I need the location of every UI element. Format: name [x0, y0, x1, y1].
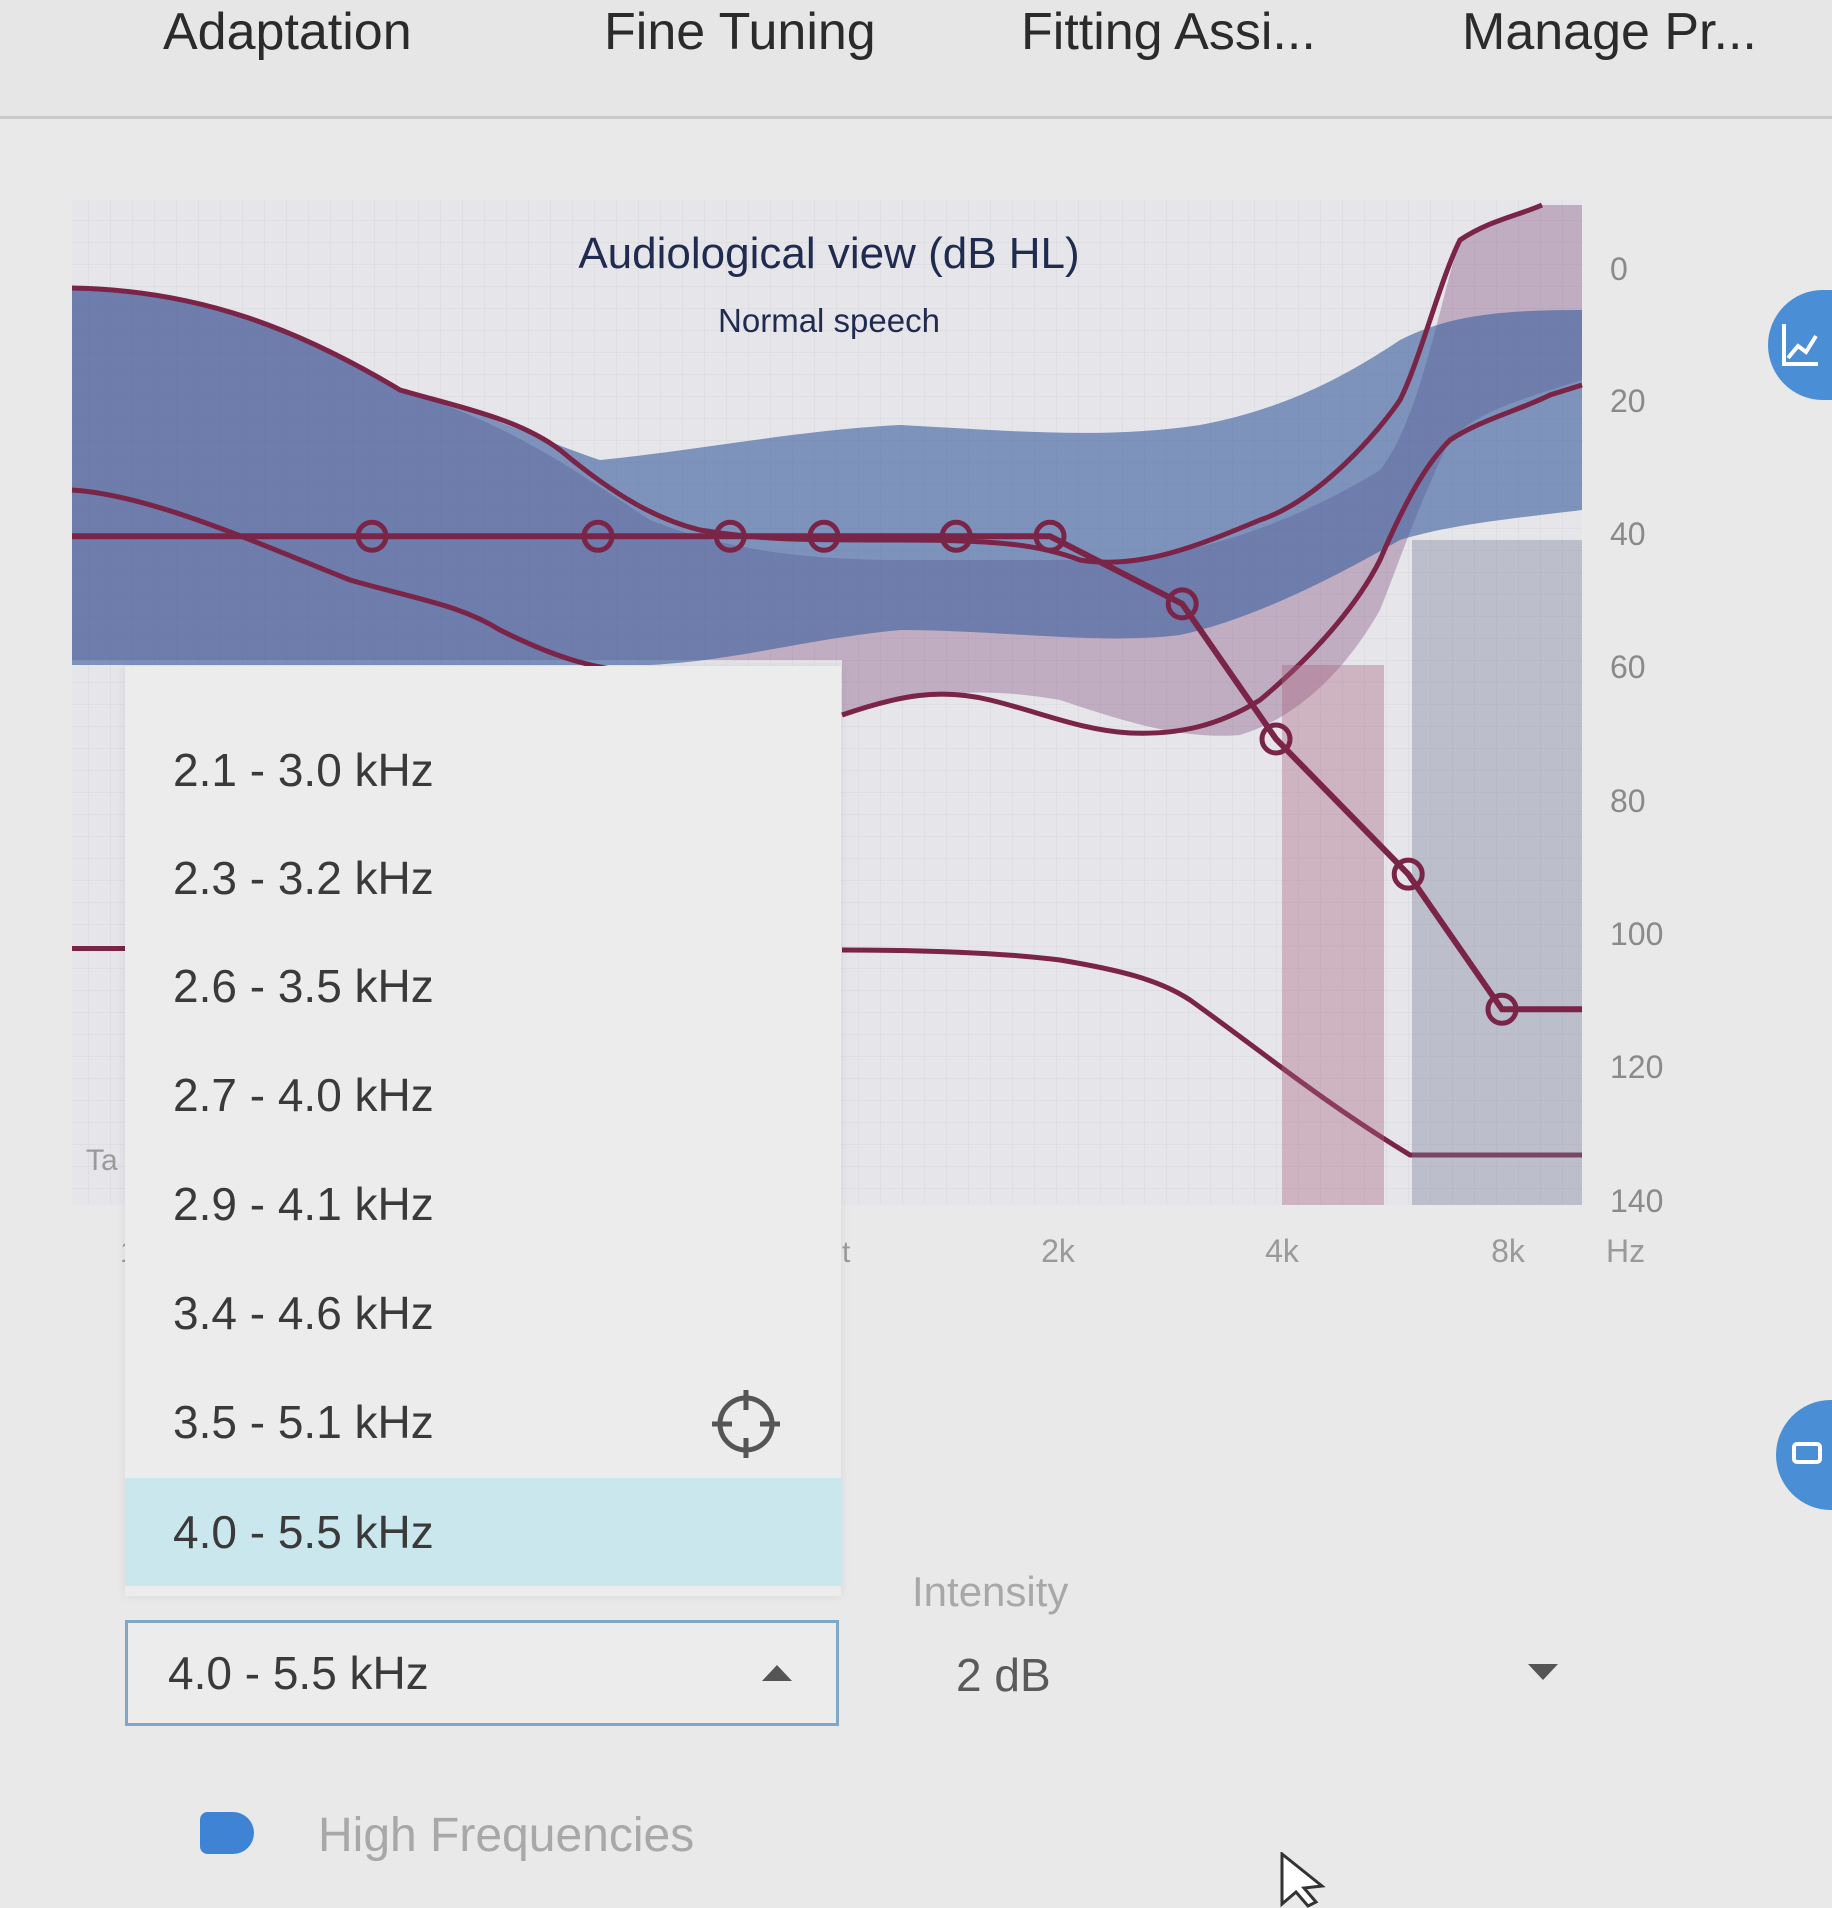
threshold-point[interactable]	[1485, 992, 1519, 1026]
frequency-option[interactable]: 2.9 - 4.1 kHz	[173, 1178, 434, 1230]
y-tick: 60	[1610, 649, 1646, 685]
upper-limit-curve	[841, 947, 1582, 1158]
intensity-value: 2 dB	[956, 1649, 1051, 1701]
lower-boundary-curve	[71, 487, 641, 675]
tab-bar: Adaptation Fine Tuning Fitting Assi... M…	[0, 0, 1832, 119]
x-tick: 8k	[1491, 1233, 1526, 1269]
left-limit-stub	[72, 946, 126, 951]
threshold-point[interactable]	[939, 519, 973, 553]
threshold-series	[72, 519, 1582, 1026]
frequency-range-value: 4.0 - 5.5 kHz	[168, 1647, 429, 1699]
intensity-label: Intensity	[912, 1568, 1069, 1615]
mouse-cursor-icon	[1280, 1852, 1326, 1908]
chart-title: Audiological view (dB HL)	[578, 229, 1079, 278]
frequency-option[interactable]: 3.4 - 4.6 kHz	[173, 1287, 434, 1339]
tab-fitting-assistant[interactable]: Fitting Assi...	[1021, 3, 1316, 61]
side-panel-button[interactable]	[1776, 1400, 1832, 1510]
threshold-line	[372, 533, 1582, 1013]
truncated-label: Ta	[86, 1144, 118, 1177]
high-frequencies-toggle[interactable]	[200, 1812, 254, 1854]
crosshair-icon[interactable]	[710, 1388, 790, 1468]
threshold-point[interactable]	[1391, 857, 1425, 891]
y-tick: 100	[1610, 916, 1663, 952]
normal-speech-band	[72, 288, 1582, 665]
panel-icon	[1792, 1442, 1822, 1464]
y-tick: 0	[1610, 251, 1628, 287]
x-tick-unit: Hz	[1606, 1233, 1645, 1269]
frequency-range-select[interactable]: 4.0 - 5.5 kHz	[125, 1620, 839, 1726]
frequency-option[interactable]: 2.7 - 4.0 kHz	[173, 1069, 434, 1121]
y-tick: 40	[1610, 516, 1646, 552]
tab-manage-program[interactable]: Manage Pr...	[1462, 3, 1757, 61]
threshold-point[interactable]	[355, 519, 389, 553]
chart-icon	[1782, 324, 1818, 366]
frequency-dropdown-list: 2.1 - 3.0 kHz 2.3 - 3.2 kHz 2.6 - 3.5 kH…	[125, 666, 841, 1596]
frequency-option[interactable]: 2.3 - 3.2 kHz	[173, 852, 434, 904]
threshold-point[interactable]	[1165, 587, 1199, 621]
x-tick: 2k	[1041, 1233, 1076, 1269]
truncated-x-tick: t	[842, 1236, 851, 1269]
intensity-select[interactable]: 2 dB	[912, 1628, 1588, 1722]
y-tick: 80	[1610, 783, 1646, 819]
threshold-point[interactable]	[581, 519, 615, 553]
frequency-option[interactable]: 3.5 - 5.1 kHz	[173, 1396, 434, 1448]
frequency-option[interactable]: 2.1 - 3.0 kHz	[173, 744, 434, 796]
threshold-point[interactable]	[1033, 519, 1067, 553]
frequency-option-selected[interactable]: 4.0 - 5.5 kHz	[125, 1478, 841, 1586]
threshold-point[interactable]	[713, 519, 747, 553]
x-tick: 4k	[1265, 1233, 1300, 1269]
threshold-point[interactable]	[1259, 722, 1293, 756]
threshold-point[interactable]	[807, 519, 841, 553]
upper-boundary-curve	[71, 202, 1544, 565]
reference-frequency-column	[1412, 540, 1582, 1205]
y-tick: 120	[1610, 1049, 1663, 1085]
selected-frequency-column	[1282, 665, 1384, 1205]
y-tick: 140	[1610, 1183, 1663, 1219]
tab-adaptation[interactable]: Adaptation	[163, 3, 412, 61]
y-tick: 20	[1610, 383, 1646, 419]
frequency-option[interactable]: 2.6 - 3.5 kHz	[173, 960, 434, 1012]
high-frequencies-label: High Frequencies	[318, 1809, 695, 1862]
chevron-up-icon	[762, 1665, 792, 1681]
chart-subtitle: Normal speech	[718, 302, 940, 339]
tab-fine-tuning[interactable]: Fine Tuning	[604, 3, 876, 61]
middle-curve	[841, 382, 1583, 736]
chevron-down-icon	[1528, 1664, 1558, 1680]
